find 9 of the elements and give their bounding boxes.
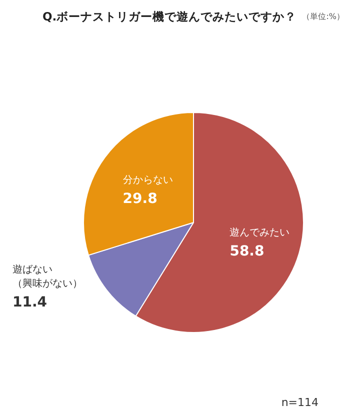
slice-label: 遊ばない（興味がない） (12, 263, 82, 290)
text: （単位:%） (302, 12, 344, 21)
text: n=114 (281, 396, 319, 409)
data-label: 58.8 (230, 244, 264, 260)
data-label: 29.8 (122, 191, 158, 208)
slice-label: 遊んでみたい (230, 226, 290, 239)
slice-label: 分からない (122, 174, 173, 186)
chart-title: Q.ボーナストリガー機で遊んでみたいですか？ (42, 10, 297, 24)
data-label: 11.4 (12, 294, 48, 310)
